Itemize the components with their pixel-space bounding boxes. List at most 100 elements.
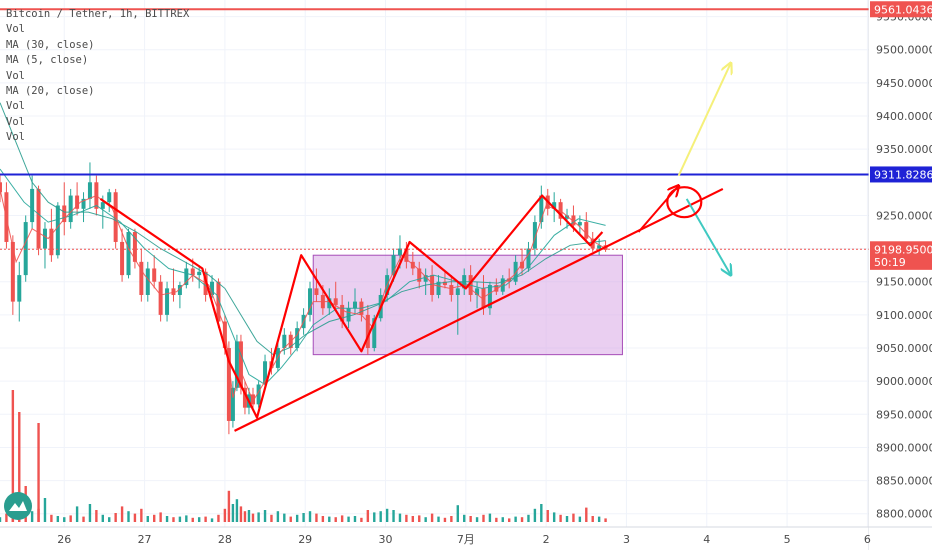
legend-indicator[interactable]: Vol	[6, 115, 25, 128]
volume-bar	[235, 499, 239, 522]
price-label-text: 50:19	[874, 256, 906, 269]
volume-bar	[172, 517, 175, 522]
volume-bar	[120, 506, 124, 522]
volume-bar	[191, 517, 194, 522]
time-axis[interactable]: 26 27 28 29 30 7月 2 3 4 5 6	[57, 533, 871, 546]
volume-bar	[501, 517, 504, 522]
volume-bar	[533, 508, 537, 522]
candle-body	[397, 248, 402, 256]
volume-bar	[243, 511, 247, 522]
candle-body	[558, 202, 563, 219]
chart-legend: Bitcoin / Tether, 1h, BITTREX Vol MA (30…	[6, 7, 189, 146]
x-tick-label: 7月	[457, 533, 475, 546]
candle-body	[295, 328, 300, 349]
volume-bar	[82, 516, 85, 522]
volume-bar	[114, 513, 117, 522]
y-tick-label: 9100.000000	[876, 309, 932, 322]
volume-bar	[5, 513, 8, 522]
tradingview-logo-icon[interactable]	[4, 492, 32, 520]
ma-line	[0, 168, 606, 386]
legend-indicator[interactable]: Vol	[6, 69, 25, 82]
candle-body	[577, 222, 582, 226]
candle-body	[197, 271, 202, 276]
volume-bar	[165, 516, 169, 522]
volume-bar	[263, 510, 267, 522]
volume-bar	[75, 506, 79, 522]
volume-bar	[43, 498, 47, 522]
volume-bar	[321, 516, 325, 522]
volume-bar	[430, 513, 434, 522]
zigzag-pattern	[99, 194, 604, 419]
volume-bar	[95, 510, 98, 522]
candle-body	[226, 348, 231, 421]
volume-bar	[418, 515, 421, 522]
volume-bar	[340, 515, 344, 522]
price-label-text: 9198.95000	[874, 243, 932, 256]
candle-body	[539, 195, 544, 223]
candle-body	[238, 341, 243, 388]
candle-body	[190, 268, 195, 276]
volume-bar	[251, 513, 255, 522]
legend-indicator[interactable]: Vol	[6, 131, 25, 144]
candle-body	[442, 281, 447, 286]
candle-body	[372, 318, 377, 349]
volume-bar	[360, 517, 363, 522]
candle-body	[256, 384, 261, 405]
candle-body	[42, 228, 47, 249]
legend-indicator[interactable]: MA (20, close)	[6, 85, 95, 98]
candle-body	[75, 195, 80, 209]
volume-bar	[572, 513, 575, 522]
candle-body	[81, 198, 86, 209]
legend-indicator[interactable]: Vol	[6, 23, 25, 36]
candle-body	[494, 285, 499, 292]
y-tick-label: 9250.000000	[876, 209, 932, 222]
candle-body	[475, 288, 480, 295]
x-tick-label: 28	[218, 533, 232, 546]
candle-body	[152, 268, 157, 282]
candle-body	[242, 387, 247, 408]
volume-bar	[353, 516, 357, 522]
volume-bar	[217, 514, 220, 522]
candle-body	[327, 298, 332, 309]
drawings	[99, 63, 731, 432]
volume-bar	[37, 423, 40, 522]
volume-bar	[302, 513, 305, 522]
volume-bar	[257, 512, 260, 522]
candle-body	[520, 261, 525, 269]
price-labels: 9561.04367 9311.82863 9198.9500050:19	[870, 1, 932, 270]
legend-indicator[interactable]: Vol	[6, 100, 25, 113]
range-box	[312, 254, 623, 356]
volume-bar	[405, 514, 408, 522]
bearish-arrow	[685, 198, 731, 275]
volume-bar	[482, 514, 485, 522]
candle-body	[365, 314, 370, 349]
candle-body	[230, 387, 235, 421]
y-tick-label: 9500.000000	[876, 44, 932, 57]
candle-body	[107, 192, 112, 203]
candle-body	[132, 232, 137, 262]
candle-body	[417, 268, 422, 282]
volume-bar	[108, 517, 111, 522]
candle-body	[552, 202, 557, 209]
candle-body	[87, 182, 92, 199]
volume-bar	[223, 508, 227, 522]
legend-indicator[interactable]: MA (30, close)	[6, 38, 95, 51]
volume-bar	[88, 504, 92, 522]
volume-bar	[283, 513, 286, 522]
volume-bar	[159, 512, 162, 522]
volume-bar	[392, 510, 395, 522]
volume-bar	[0, 517, 2, 522]
legend-indicator[interactable]: MA (5, close)	[6, 54, 89, 67]
candle-body	[571, 215, 576, 226]
volume-bar	[308, 511, 312, 522]
x-tick-label: 3	[623, 533, 630, 546]
candle-body	[216, 281, 221, 322]
volume-bar	[527, 514, 530, 522]
candle-body	[126, 232, 131, 276]
volume-bar	[289, 516, 292, 522]
legend-symbol[interactable]: Bitcoin / Tether, 1h, BITTREX	[6, 8, 190, 20]
candle-body	[487, 285, 492, 309]
volume-bar	[133, 513, 137, 522]
x-tick-label: 4	[703, 533, 710, 546]
